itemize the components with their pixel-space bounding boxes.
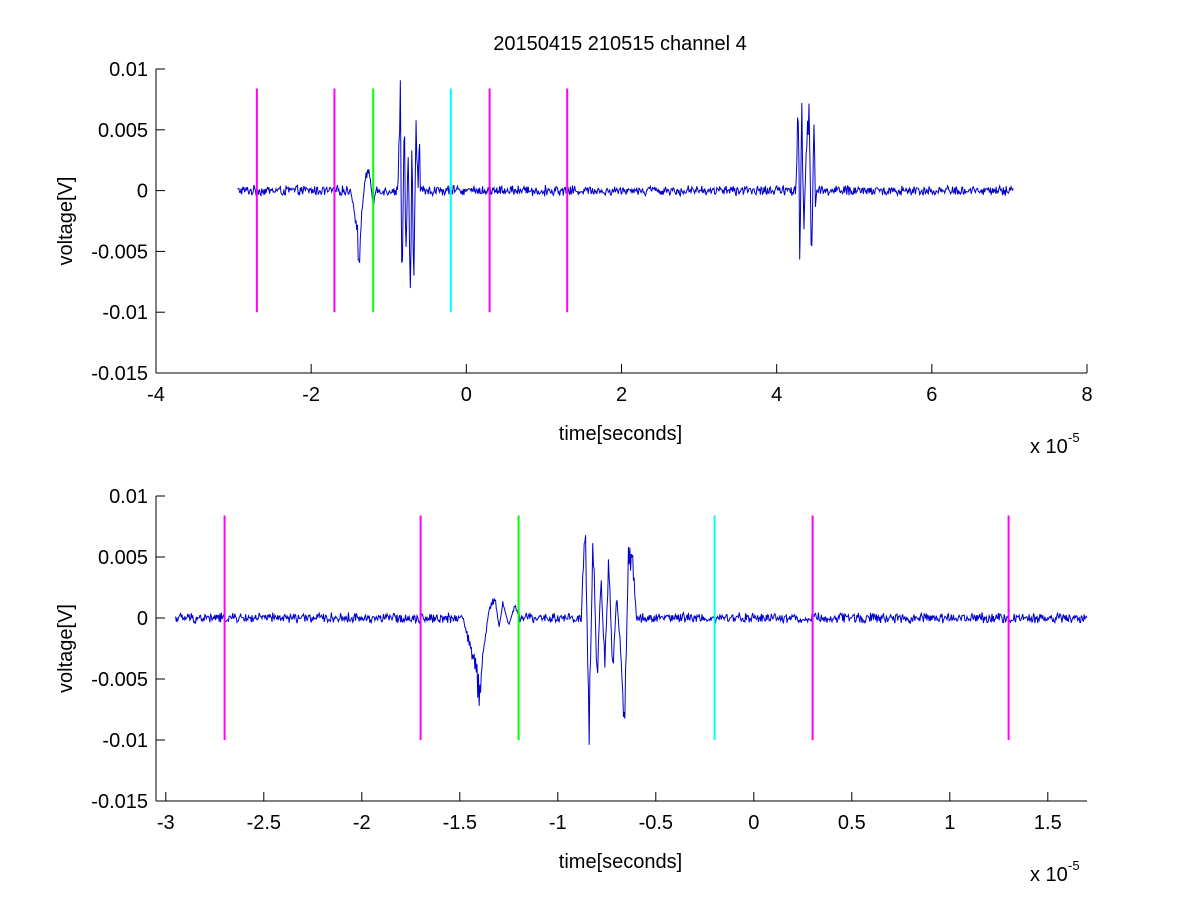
x-tick-label: -2.5 — [247, 812, 281, 834]
x-exponent-label: x 10 — [1030, 436, 1068, 458]
y-tick-label: -0.015 — [91, 791, 148, 813]
y-tick-label: 0.01 — [109, 486, 148, 508]
x-tick-label: 8 — [1081, 384, 1092, 406]
x-tick-label: 1 — [944, 812, 955, 834]
x-tick-label: 6 — [926, 384, 937, 406]
x-tick-label: -2 — [302, 384, 320, 406]
x-tick-label: -1 — [549, 812, 567, 834]
y-tick-label: -0.015 — [91, 363, 148, 385]
bottom-axes: -3 -2.5 -2 -1.5 -1 -0.5 0 0.5 1 1.5 -0.015 -0.01 -0.… — [55, 486, 1088, 886]
x-tick-label: -2 — [353, 812, 371, 834]
x-tick-label: -1.5 — [443, 812, 477, 834]
x-tick-label: -0.5 — [639, 812, 673, 834]
x-tick-label: 0 — [461, 384, 472, 406]
x-tick-label: 0.5 — [838, 812, 866, 834]
x-tick-label: 1.5 — [1034, 812, 1062, 834]
y-tick-label: 0 — [137, 181, 148, 203]
figure-title: 20150415 210515 channel 4 — [493, 33, 747, 55]
x-exponent-superscript: -5 — [1068, 430, 1080, 445]
x-exponent-label: x 10 — [1030, 864, 1068, 886]
x-tick-label: 2 — [616, 384, 627, 406]
x-tick-label: -4 — [147, 384, 165, 406]
x-exponent-superscript: -5 — [1068, 858, 1080, 873]
x-axis-label: time[seconds] — [559, 423, 682, 445]
y-tick-label: -0.01 — [102, 302, 148, 324]
y-tick-label: 0.005 — [98, 547, 148, 569]
y-tick-label: 0.005 — [98, 120, 148, 142]
y-axis-label: voltage[V] — [55, 604, 77, 693]
signal-trace — [175, 535, 1088, 745]
y-axis-label: voltage[V] — [55, 177, 77, 266]
y-tick-label: -0.005 — [91, 241, 148, 263]
y-tick-label: -0.01 — [102, 730, 148, 752]
x-tick-label: 0 — [748, 812, 759, 834]
x-tick-label: -3 — [157, 812, 175, 834]
top-axes: -4 -2 0 2 4 6 8 -0.015 -0.01 -0.005 0 0.005 0.01 time… — [55, 59, 1093, 458]
y-tick-label: 0.01 — [109, 59, 148, 81]
x-tick-label: 4 — [771, 384, 782, 406]
x-axis-label: time[seconds] — [559, 851, 682, 873]
signal-trace — [237, 80, 1014, 289]
y-tick-label: -0.005 — [91, 669, 148, 691]
y-tick-label: 0 — [137, 608, 148, 630]
